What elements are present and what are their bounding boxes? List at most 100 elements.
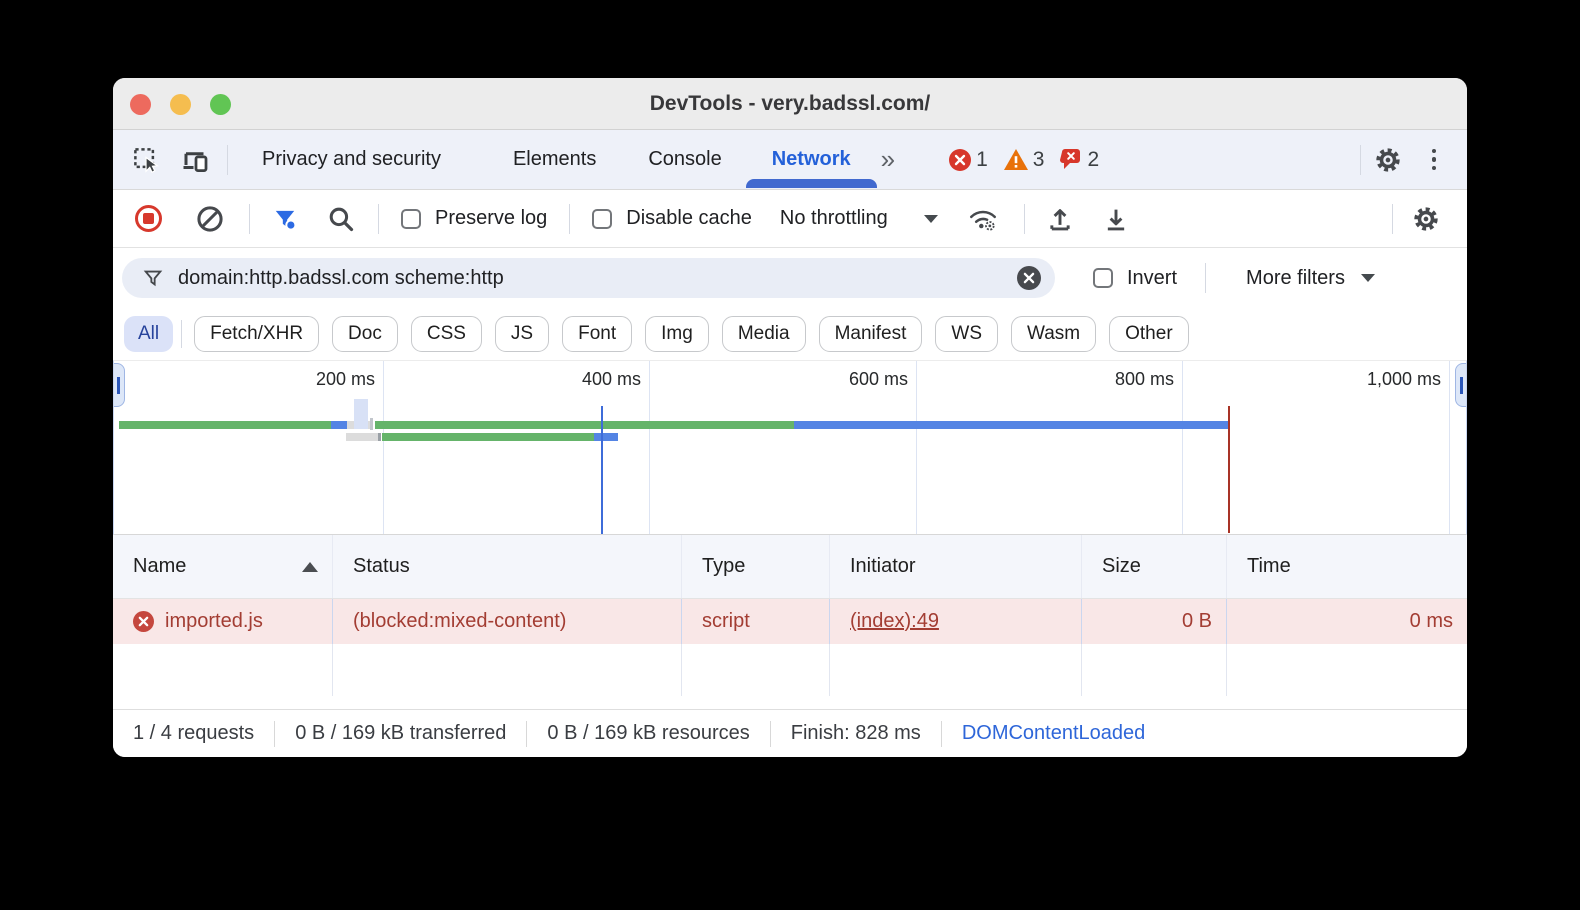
warning-icon	[1003, 149, 1028, 170]
network-conditions-icon	[969, 210, 996, 231]
timeline-gridline	[1182, 361, 1183, 534]
timeline-tick-label: 200 ms	[315, 369, 375, 389]
record-network-log-button[interactable]	[129, 200, 167, 238]
filter-funnel-icon	[275, 210, 297, 231]
clear-filter-button[interactable]	[1017, 266, 1041, 290]
settings-button[interactable]	[1369, 141, 1407, 179]
tab-console[interactable]: Console	[648, 148, 722, 170]
requests-table-header: Name Status Type Initiator Size Time	[113, 535, 1467, 599]
chip-font[interactable]: Font	[562, 316, 633, 352]
chip-doc[interactable]: Doc	[332, 316, 398, 352]
finish-time: Finish: 828 ms	[790, 722, 921, 744]
tabbar-separator-right	[1360, 144, 1361, 175]
timeline-gridline	[383, 361, 384, 534]
issues-badge[interactable]: 2	[1060, 148, 1099, 172]
chip-media[interactable]: Media	[721, 316, 806, 352]
overview-block	[370, 418, 373, 430]
overview-block	[378, 433, 381, 441]
overview-left-handle[interactable]	[114, 363, 125, 407]
filter-separator	[1205, 263, 1207, 293]
cell-name: imported.js	[113, 599, 333, 644]
table-row-imported-js[interactable]: imported.js (blocked:mixed-content) scri…	[113, 599, 1467, 644]
inspect-element-button[interactable]	[127, 141, 165, 179]
requests-summary: 1 / 4 requests	[133, 722, 255, 744]
export-har-button[interactable]	[1097, 200, 1135, 238]
tab-network[interactable]: Network	[745, 148, 877, 188]
cell-time: 0 ms	[1409, 610, 1453, 632]
devtools-menu-button[interactable]	[1415, 141, 1453, 179]
network-status-bar: 1 / 4 requests 0 B / 169 kB transferred …	[113, 709, 1467, 757]
import-har-button[interactable]	[1041, 200, 1079, 238]
upload-icon	[1050, 208, 1070, 230]
chip-all[interactable]: All	[124, 316, 174, 352]
cell-status: (blocked:mixed-content)	[333, 599, 682, 644]
column-header-status[interactable]: Status	[333, 535, 682, 598]
status-separator-2	[526, 720, 528, 747]
chip-img[interactable]: Img	[645, 316, 709, 352]
error-count: 1	[976, 147, 988, 171]
overview-block	[354, 399, 368, 429]
transferred-summary: 0 B / 169 kB transferred	[295, 722, 507, 744]
error-badge[interactable]: 1	[949, 148, 988, 172]
column-header-name[interactable]: Name	[113, 535, 333, 598]
resource-type-filters: All Fetch/XHR Doc CSS JS Font Img Media …	[113, 308, 1467, 360]
window-title: DevTools - very.badssl.com/	[649, 92, 931, 115]
chip-wasm[interactable]: Wasm	[1011, 316, 1097, 352]
filter-toggle-button[interactable]	[266, 200, 304, 238]
devtools-window: DevTools - very.badssl.com/ Privacy and …	[113, 78, 1467, 757]
network-toolbar: Preserve log Disable cache No throttling	[113, 190, 1467, 248]
chip-css[interactable]: CSS	[410, 316, 482, 352]
more-filters-caret-icon[interactable]	[1360, 274, 1375, 282]
throttling-select[interactable]: No throttling	[779, 207, 888, 229]
network-settings-button[interactable]	[1407, 200, 1445, 238]
tab-elements[interactable]: Elements	[512, 148, 597, 170]
kebab-menu-icon	[1431, 148, 1437, 171]
status-separator-4	[940, 720, 942, 747]
toggle-device-toolbar-button[interactable]	[177, 141, 215, 179]
chips-separator	[181, 320, 183, 348]
column-header-time[interactable]: Time	[1247, 555, 1291, 577]
titlebar: DevTools - very.badssl.com/	[113, 78, 1467, 130]
cell-type: script	[682, 599, 830, 644]
close-window-button[interactable]	[130, 94, 151, 115]
resources-summary: 0 B / 169 kB resources	[547, 722, 750, 744]
domcontentloaded-marker	[601, 406, 603, 534]
column-header-type[interactable]: Type	[682, 535, 830, 598]
more-filters-button[interactable]: More filters	[1246, 266, 1345, 289]
network-overview: 200 ms 400 ms 600 ms 800 ms 1,000 ms	[113, 360, 1467, 535]
column-header-size[interactable]: Size	[1082, 535, 1227, 598]
timeline-gridline	[649, 361, 650, 534]
clear-network-log-button[interactable]	[191, 200, 229, 238]
warning-badge[interactable]: 3	[1003, 148, 1044, 172]
error-icon	[949, 148, 972, 171]
throttling-caret-icon[interactable]	[923, 214, 938, 223]
device-toolbar-icon	[183, 151, 208, 172]
search-button[interactable]	[322, 200, 360, 238]
overview-bar-segment	[375, 421, 794, 429]
network-conditions-button[interactable]	[964, 200, 1002, 238]
chip-js[interactable]: JS	[494, 316, 550, 352]
more-tabs-button[interactable]: »	[880, 144, 896, 174]
tabbar-separator	[227, 144, 228, 175]
status-separator-1	[274, 720, 276, 747]
filter-input[interactable]: domain:http.badssl.com scheme:http	[122, 258, 1055, 298]
chip-fetch-xhr[interactable]: Fetch/XHR	[194, 316, 320, 352]
preserve-log-label: Preserve log	[435, 207, 548, 229]
chip-ws[interactable]: WS	[935, 316, 998, 352]
domcontentloaded-time: DOMContentLoaded	[961, 722, 1146, 744]
clear-icon	[197, 205, 223, 232]
overview-bar-segment	[594, 433, 618, 441]
zoom-window-button[interactable]	[210, 94, 231, 115]
invert-checkbox[interactable]	[1093, 268, 1113, 288]
chip-other[interactable]: Other	[1109, 316, 1189, 352]
chip-manifest[interactable]: Manifest	[818, 316, 923, 352]
tab-privacy-and-security[interactable]: Privacy and security	[262, 148, 441, 170]
initiator-link[interactable]: (index):49	[850, 610, 939, 632]
column-header-initiator[interactable]: Initiator	[830, 535, 1082, 598]
timeline-tick-label: 1,000 ms	[1366, 369, 1441, 389]
overview-right-handle[interactable]	[1455, 363, 1466, 407]
preserve-log-checkbox[interactable]	[401, 208, 421, 229]
toolbar-separator-2	[378, 203, 379, 234]
disable-cache-checkbox[interactable]	[592, 208, 613, 229]
minimize-window-button[interactable]	[170, 94, 191, 115]
